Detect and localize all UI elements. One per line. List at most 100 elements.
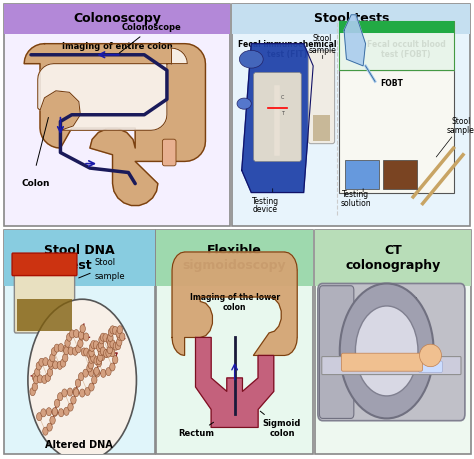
Circle shape	[81, 348, 87, 356]
FancyBboxPatch shape	[4, 4, 230, 34]
Circle shape	[110, 326, 115, 334]
Circle shape	[57, 392, 63, 401]
Text: Stool: Stool	[451, 117, 470, 126]
Ellipse shape	[237, 98, 251, 109]
Circle shape	[35, 368, 40, 376]
Circle shape	[75, 379, 81, 387]
Circle shape	[46, 408, 52, 416]
FancyBboxPatch shape	[318, 284, 465, 420]
Circle shape	[32, 373, 38, 381]
Circle shape	[103, 349, 109, 358]
FancyBboxPatch shape	[309, 50, 335, 144]
Circle shape	[53, 361, 58, 369]
Circle shape	[71, 396, 76, 404]
Circle shape	[106, 349, 111, 357]
Circle shape	[112, 326, 118, 335]
FancyBboxPatch shape	[319, 285, 354, 419]
Ellipse shape	[419, 344, 441, 367]
Text: Colonoscopy: Colonoscopy	[73, 12, 161, 25]
Circle shape	[356, 306, 418, 396]
FancyBboxPatch shape	[313, 115, 330, 141]
Circle shape	[76, 345, 81, 353]
Text: Imaging of the lower
colon: Imaging of the lower colon	[190, 293, 280, 312]
FancyBboxPatch shape	[14, 265, 74, 333]
Text: C: C	[281, 95, 284, 100]
Circle shape	[28, 299, 137, 459]
Circle shape	[108, 340, 113, 348]
Circle shape	[103, 334, 108, 341]
Circle shape	[34, 376, 39, 384]
Circle shape	[119, 333, 125, 341]
Circle shape	[117, 332, 122, 340]
Circle shape	[57, 361, 63, 369]
FancyBboxPatch shape	[315, 230, 471, 285]
Circle shape	[89, 355, 94, 364]
Circle shape	[50, 416, 55, 424]
FancyBboxPatch shape	[232, 4, 470, 226]
Text: FOBT: FOBT	[380, 79, 403, 88]
FancyBboxPatch shape	[12, 253, 77, 275]
Circle shape	[87, 364, 92, 372]
Circle shape	[91, 341, 96, 349]
Circle shape	[50, 354, 55, 362]
Circle shape	[80, 389, 85, 397]
Circle shape	[42, 375, 47, 384]
Ellipse shape	[239, 50, 263, 68]
Circle shape	[95, 369, 100, 377]
FancyBboxPatch shape	[339, 22, 454, 33]
Circle shape	[115, 341, 121, 350]
Circle shape	[89, 343, 95, 352]
Circle shape	[112, 356, 118, 364]
Text: sample: sample	[447, 125, 474, 134]
Circle shape	[30, 387, 36, 396]
Circle shape	[52, 408, 57, 416]
Circle shape	[85, 387, 90, 396]
Text: device: device	[253, 206, 278, 214]
Circle shape	[87, 351, 92, 358]
Circle shape	[107, 346, 112, 354]
Circle shape	[94, 367, 99, 375]
Circle shape	[98, 347, 103, 356]
Text: Colonoscope: Colonoscope	[119, 23, 182, 53]
Circle shape	[63, 354, 68, 362]
Circle shape	[113, 342, 118, 350]
Circle shape	[73, 347, 78, 355]
Circle shape	[52, 408, 58, 416]
Circle shape	[99, 336, 104, 344]
Polygon shape	[339, 22, 454, 70]
Circle shape	[64, 407, 69, 415]
Circle shape	[78, 331, 84, 339]
Circle shape	[108, 333, 113, 341]
FancyBboxPatch shape	[254, 73, 301, 162]
Circle shape	[83, 348, 89, 356]
Circle shape	[88, 368, 94, 376]
Circle shape	[91, 354, 96, 362]
FancyBboxPatch shape	[341, 353, 423, 371]
Text: Fecal occult blood
test (FOBT): Fecal occult blood test (FOBT)	[366, 39, 446, 59]
Text: Fecal immunochemical
test (FIT): Fecal immunochemical test (FIT)	[238, 39, 336, 59]
Text: Flexible
sigmoidoscopy: Flexible sigmoidoscopy	[183, 244, 286, 272]
Circle shape	[58, 344, 64, 352]
Circle shape	[41, 409, 46, 417]
Polygon shape	[196, 337, 274, 427]
Text: T: T	[281, 111, 284, 116]
Polygon shape	[24, 44, 205, 206]
Circle shape	[65, 339, 70, 347]
Circle shape	[36, 413, 42, 421]
Circle shape	[55, 399, 60, 407]
Circle shape	[83, 333, 89, 341]
FancyBboxPatch shape	[4, 230, 155, 285]
Text: sample: sample	[309, 45, 337, 55]
Circle shape	[109, 363, 115, 371]
Text: solution: solution	[341, 199, 371, 208]
Circle shape	[98, 341, 104, 349]
Circle shape	[73, 389, 79, 397]
Circle shape	[100, 369, 106, 377]
Circle shape	[108, 328, 114, 336]
Circle shape	[78, 373, 84, 381]
Circle shape	[69, 330, 75, 338]
Circle shape	[91, 376, 97, 384]
Text: Altered DNA: Altered DNA	[46, 440, 113, 450]
Text: CT machine: CT machine	[368, 295, 418, 304]
Polygon shape	[344, 15, 365, 66]
